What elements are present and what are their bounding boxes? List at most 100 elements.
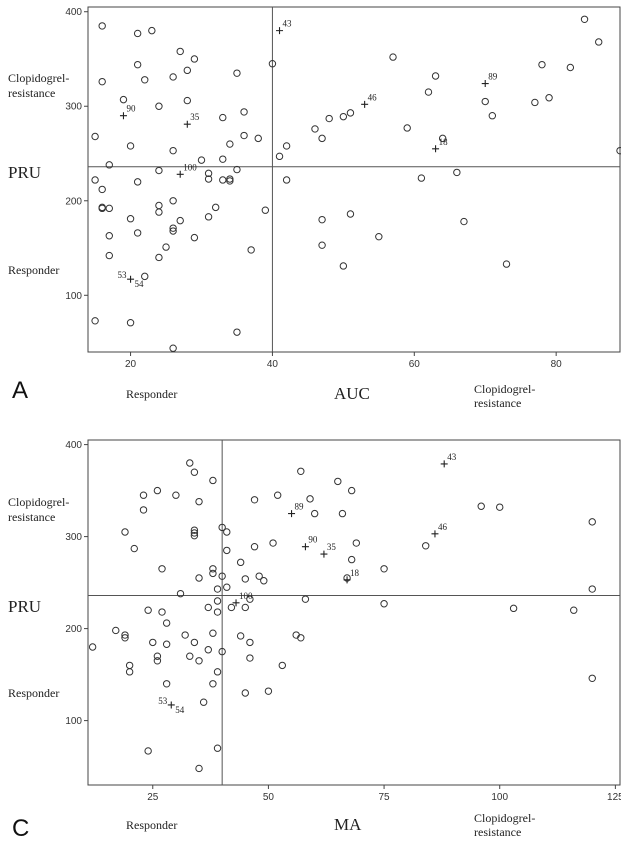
panel-a-labeled-point-marker: [432, 145, 440, 153]
panel-c-data-point: [236, 558, 245, 567]
panel-a-plot: 100 200 300 400 20 40 60 80 43 90 35 46 89 18 100 53 54: [65, 6, 621, 370]
panel-a-data-point: [219, 155, 227, 163]
panel-c-data-point: [496, 503, 504, 511]
panel-c-x-right-region-line2: resistance: [474, 825, 521, 839]
panel-c-ytick-label: 100: [65, 716, 82, 727]
panel-c-data-point: [162, 680, 171, 688]
panel-c-data-point: [172, 491, 180, 499]
panel-c-data-point: [186, 652, 194, 660]
panel-a-data-point: [261, 206, 270, 214]
panel-c-point-label-100: 100: [239, 591, 253, 601]
panel-a-data-point: [531, 98, 539, 107]
panel-c-data-point: [422, 542, 430, 550]
panel-c-data-point: [246, 654, 254, 662]
panel-c-data-point: [241, 689, 249, 697]
panel-a-data-point: [91, 176, 99, 184]
panel-c-ylabel: PRU: [8, 597, 41, 616]
panel-a-data-point: [502, 260, 511, 268]
panel-a-data-point: [126, 318, 135, 327]
panel-a-data-point: [204, 213, 213, 221]
panel-c-data-point: [334, 477, 342, 486]
panel-c-data-point: [158, 608, 166, 616]
panel-c-data-point: [218, 647, 226, 656]
panel-c-data-point: [195, 574, 203, 582]
panel-c-data-point: [297, 634, 305, 642]
panel-a-ytick-label: 200: [65, 196, 82, 207]
panel-c-data-point: [125, 661, 134, 670]
panel-c-data-point: [149, 638, 157, 647]
panel-c-data-point: [153, 486, 162, 495]
panel-a-y-upper-region-line1: Clopidogrel-: [8, 71, 69, 85]
panel-a-data-point: [126, 215, 135, 223]
panel-a-point-label-43: 43: [283, 19, 293, 29]
panel-a-data-point: [219, 176, 227, 184]
panel-a-data-point: [197, 156, 206, 164]
panel-a-data-point: [155, 102, 163, 110]
panel-a-data-point: [105, 161, 113, 169]
panel-a-data-point: [211, 203, 220, 212]
panel-a-data-point: [169, 224, 177, 232]
panel-a-data-point: [545, 94, 553, 102]
panel-c-data-point: [153, 652, 162, 660]
panel-c-data-point: [255, 572, 263, 580]
panel-c-data-point: [195, 497, 203, 506]
panel-c-ytick-label: 300: [65, 532, 82, 543]
panel-c: 100 200 300 400 25 50 75 100 125 43 89 90 35 46 18 100 5…: [8, 439, 621, 841]
panel-a-data-point: [268, 60, 277, 68]
panel-a-point-label-54: 54: [135, 279, 145, 289]
panel-c-labeled-point-marker: [431, 530, 439, 538]
panel-c-frame: [87, 439, 621, 786]
panel-c-data-point: [338, 509, 347, 518]
panel-a-data-point: [233, 328, 241, 336]
panel-c-data-point: [227, 603, 236, 612]
panel-a-data-point: [169, 73, 177, 81]
panel-c-data-point: [218, 523, 226, 532]
panel-a-data-point: [240, 108, 248, 116]
panel-c-xtick-label: 125: [607, 792, 621, 803]
panel-a-data-point: [133, 60, 142, 69]
panel-c-data-point: [204, 646, 212, 654]
panel-c-xtick-label: 100: [491, 792, 508, 803]
panel-c-data-point: [570, 606, 578, 614]
panel-c-data-point: [223, 583, 231, 591]
panel-c-data-point: [241, 575, 249, 583]
panel-c-data-point: [213, 585, 222, 593]
panel-c-data-point: [347, 555, 356, 564]
panel-a-data-point: [311, 125, 319, 133]
panel-a-data-point: [339, 262, 348, 270]
panel-c-data-point: [509, 604, 518, 613]
panel-c-labeled-point-marker: [232, 599, 240, 607]
panel-c-data-point: [278, 661, 286, 670]
panel-a-x-right-region-line1: Clopidogrel-: [474, 382, 535, 396]
panel-a-data-point: [119, 95, 128, 104]
panel-c-data-point: [181, 631, 189, 639]
panel-a-labeled-point-marker: [119, 112, 127, 120]
panel-c-data-point: [250, 543, 259, 551]
panel-c-data-point: [347, 486, 356, 495]
panel-c-data-point: [588, 585, 596, 593]
panel-a-y-upper-region-line2: resistance: [8, 86, 55, 100]
panel-c-data-point: [209, 565, 217, 573]
panel-c-data-point: [213, 597, 222, 605]
panel-a-data-point: [403, 124, 411, 132]
panel-c-y-upper-region-line1: Clopidogrel-: [8, 495, 69, 509]
panel-a-data-point: [204, 169, 213, 178]
panel-c-data-point: [121, 634, 129, 642]
panel-c-data-point: [260, 577, 268, 585]
panel-c-ytick-label: 200: [65, 624, 82, 635]
panel-a-data-point: [91, 132, 99, 141]
panel-c-data-point: [195, 657, 203, 665]
panel-a-data-point: [488, 111, 497, 120]
panel-c-point-label-89: 89: [295, 502, 305, 512]
panel-a-data-point: [346, 210, 355, 218]
panel-c-x-left-region: Responder: [126, 818, 177, 832]
panel-a-data-point: [133, 178, 142, 186]
panel-a-data-point: [254, 134, 262, 143]
panel-a-data-point: [155, 208, 163, 216]
panel-a-data-point: [318, 134, 326, 143]
panel-a-ylabel: PRU: [8, 163, 41, 182]
panel-c-data-point: [88, 643, 97, 651]
panel-c-point-label-46: 46: [438, 522, 448, 532]
panel-c-data-point: [190, 468, 199, 476]
